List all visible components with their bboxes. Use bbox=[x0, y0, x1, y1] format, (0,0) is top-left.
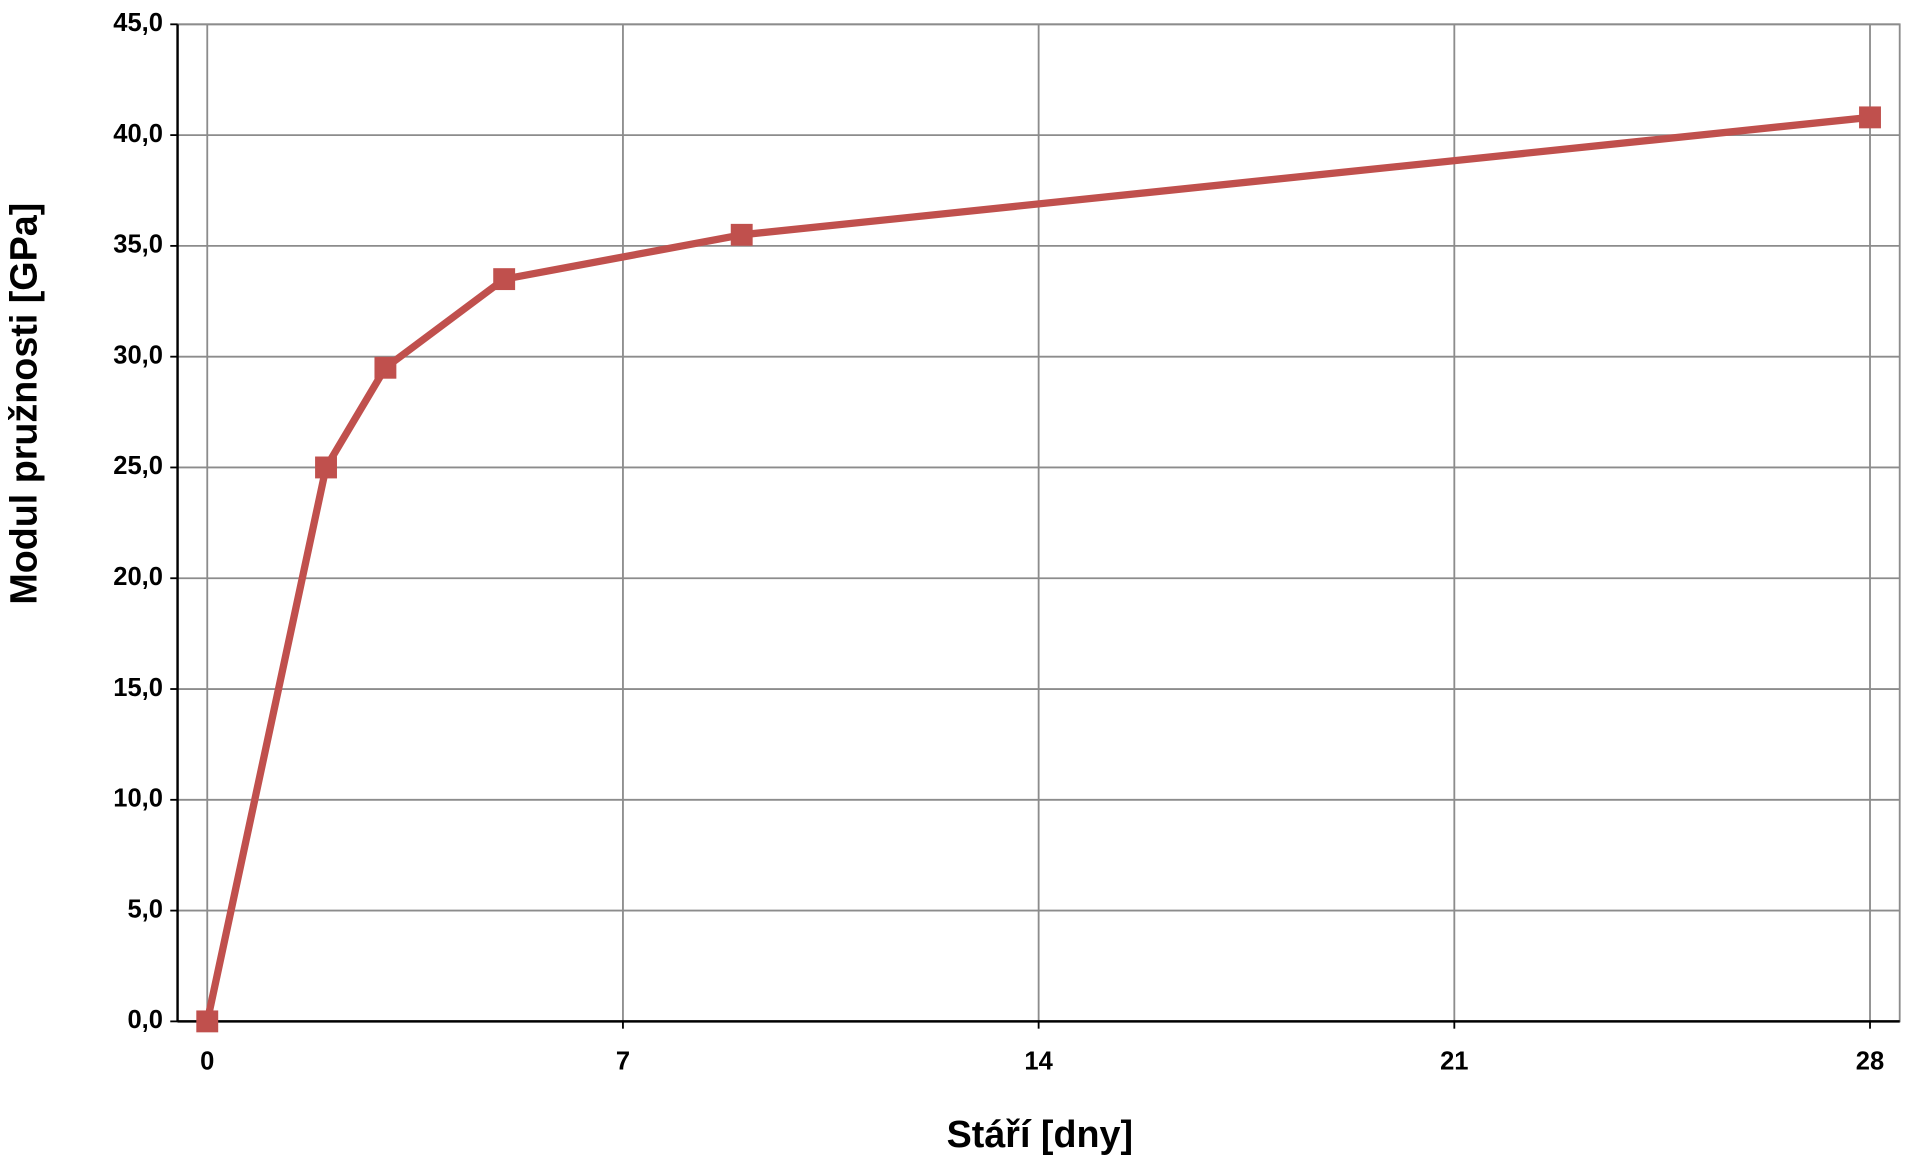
data-marker bbox=[374, 356, 397, 379]
y-tick-label: 40,0 bbox=[113, 120, 163, 148]
y-tick-label: 15,0 bbox=[113, 674, 163, 702]
data-line bbox=[203, 113, 1871, 1023]
y-tick-label: 5,0 bbox=[127, 895, 162, 923]
data-marker bbox=[196, 1010, 219, 1033]
y-tick-label: 30,0 bbox=[113, 341, 163, 369]
y-tick-label: 25,0 bbox=[113, 452, 163, 480]
x-tick-label: 21 bbox=[1440, 1047, 1468, 1075]
y-tick-label: 35,0 bbox=[113, 231, 163, 259]
data-marker bbox=[315, 456, 337, 479]
x-tick-label: 14 bbox=[1024, 1047, 1053, 1075]
y-tick-label: 45,0 bbox=[113, 9, 163, 37]
data-marker bbox=[1859, 106, 1881, 129]
x-tick-label: 0 bbox=[200, 1047, 214, 1075]
y-tick-label: 0,0 bbox=[127, 1006, 162, 1034]
data-marker bbox=[493, 268, 516, 291]
y-tick-label: 20,0 bbox=[113, 563, 163, 591]
y-tick-label: 10,0 bbox=[113, 785, 163, 813]
x-tick-label: 7 bbox=[616, 1047, 630, 1075]
y-axis-title: Modul pružnosti [GPa] bbox=[3, 203, 45, 605]
x-tick-label: 28 bbox=[1856, 1047, 1884, 1075]
data-marker bbox=[730, 223, 753, 246]
x-axis-title: Stáří [dny] bbox=[947, 1113, 1133, 1155]
